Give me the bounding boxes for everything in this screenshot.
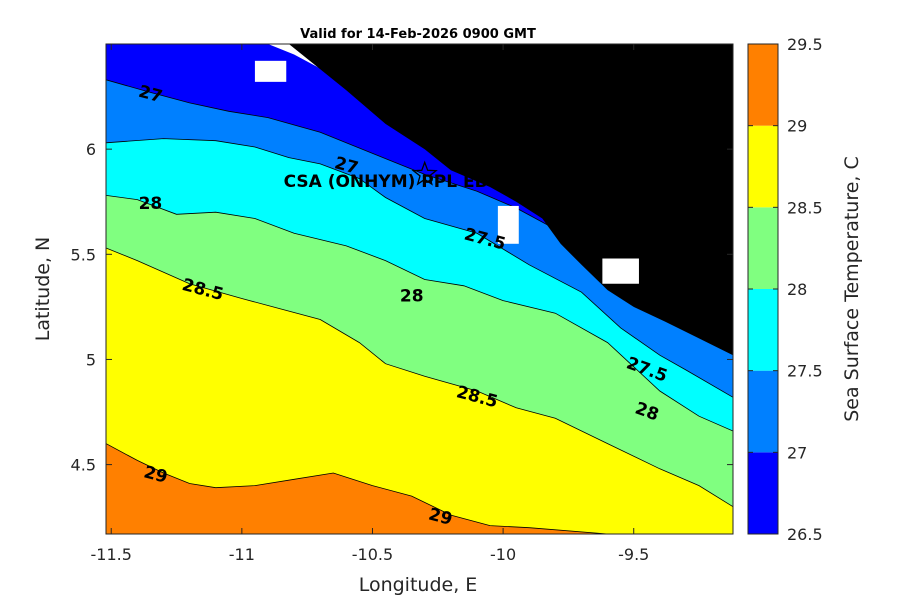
x-tick-label: -11 bbox=[229, 545, 255, 564]
y-tick-label: 4.5 bbox=[71, 456, 96, 475]
colorbar-tick-label: 28 bbox=[787, 280, 807, 299]
coast-notch-0 bbox=[497, 205, 519, 244]
station-star-marker bbox=[411, 160, 438, 186]
isoline-28.5 bbox=[106, 247, 733, 508]
colorbar-label: Sea Surface Temperature, C bbox=[841, 156, 863, 422]
coast-notch-2 bbox=[254, 60, 287, 82]
x-tick-label: -10.5 bbox=[352, 545, 393, 564]
plot-axes-box bbox=[105, 43, 734, 535]
colorbar-tick-label: 29 bbox=[787, 117, 807, 136]
colorbar-segment bbox=[748, 370, 778, 453]
isoline-28 bbox=[106, 195, 733, 432]
x-axis-ticks: -11.5 -11 -10.5 -10 -9.5 bbox=[91, 44, 649, 564]
chart-title: Valid for 14-Feb-2026 0900 GMT bbox=[300, 27, 536, 42]
isolines bbox=[106, 79, 733, 534]
y-axis-ticks: 4.5 5 5.5 6 bbox=[71, 140, 733, 475]
contour-label: 28 bbox=[139, 194, 163, 214]
band-28-28.5 bbox=[106, 195, 733, 507]
colorbar-segment bbox=[748, 452, 778, 534]
band-29-29.5 bbox=[106, 443, 733, 534]
coast-layer bbox=[106, 44, 733, 356]
y-tick-label: 5 bbox=[86, 350, 96, 369]
colorbar-tick-label: 27 bbox=[787, 443, 807, 462]
station-layer: CSA (ONHYM) PPL EB bbox=[284, 160, 488, 192]
colorbar-tick-label: 29.5 bbox=[787, 35, 823, 54]
contour-label: 28 bbox=[400, 286, 424, 306]
x-tick-label: -10 bbox=[490, 545, 516, 564]
y-tick-label: 6 bbox=[86, 140, 96, 159]
x-axis-label: Longitude, E bbox=[359, 574, 478, 596]
colorbar-segment bbox=[748, 125, 778, 208]
isoline-29 bbox=[106, 443, 608, 534]
isoline-27.5 bbox=[106, 138, 733, 398]
x-tick-label: -11.5 bbox=[91, 545, 132, 564]
y-axis-label: Latitude, N bbox=[32, 237, 54, 342]
y-tick-label: 5.5 bbox=[71, 245, 96, 264]
colorbar: 26.5 27 27.5 28 28.5 29 29.5 bbox=[748, 35, 823, 544]
colorbar-segment bbox=[748, 207, 778, 289]
band-27-27.5 bbox=[106, 79, 733, 398]
colorbar-tick-label: 28.5 bbox=[787, 198, 823, 217]
band-28.5-29 bbox=[106, 248, 733, 534]
coast-notch-1 bbox=[602, 258, 639, 284]
colorbar-segment bbox=[748, 289, 778, 371]
station-label: CSA (ONHYM) PPL EB bbox=[284, 172, 488, 192]
colorbar-segment bbox=[748, 44, 778, 126]
x-tick-label: -9.5 bbox=[618, 545, 649, 564]
colorbar-tick-label: 26.5 bbox=[787, 525, 823, 544]
colorbar-frame bbox=[747, 43, 779, 535]
colorbar-tick-label: 27.5 bbox=[787, 362, 823, 381]
band-27.5-28 bbox=[106, 138, 733, 431]
